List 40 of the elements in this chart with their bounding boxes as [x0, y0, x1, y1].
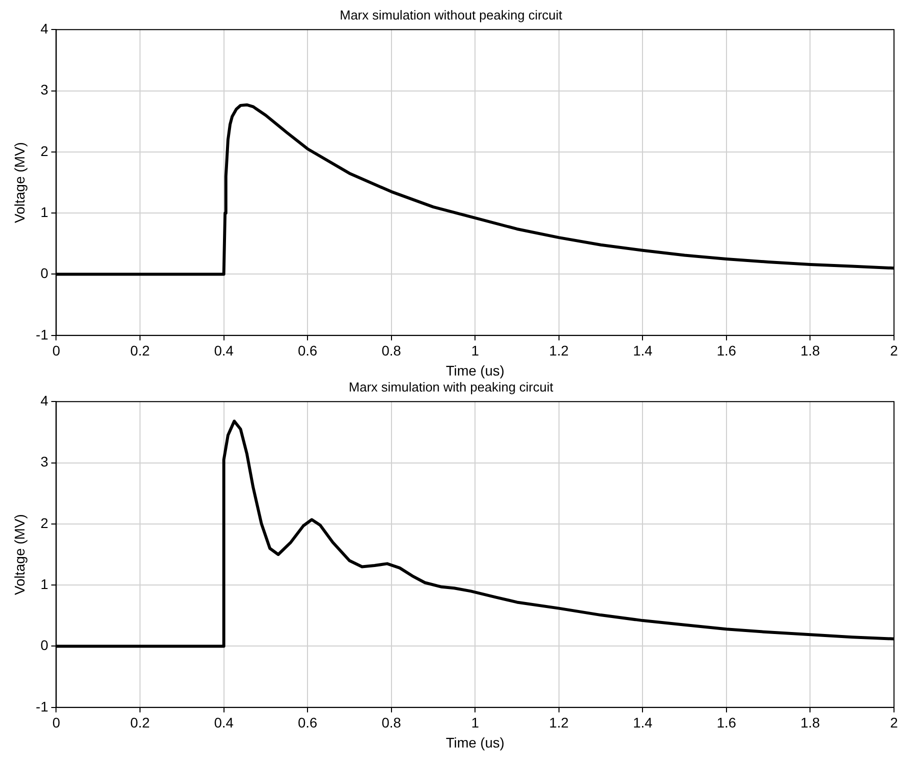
y-tick-label: 2: [40, 142, 48, 159]
x-tick-label: 0.8: [382, 342, 402, 359]
x-tick-label: 2: [890, 342, 898, 359]
x-tick-label: 1.4: [632, 714, 653, 731]
x-tick-label: 0: [52, 714, 60, 731]
x-tick-label: 2: [890, 714, 898, 731]
x-tick-label: 1.2: [549, 342, 569, 359]
y-tick-label: 0: [40, 265, 48, 282]
x-tick-label: 0.6: [298, 342, 318, 359]
y-tick-label: 1: [40, 204, 48, 220]
x-tick-label: 0.8: [382, 714, 402, 731]
y-tick-label: 3: [40, 454, 48, 470]
y-tick-label: 2: [40, 514, 48, 531]
x-tick-label: 0.2: [130, 342, 150, 359]
y-tick-label: -1: [36, 698, 48, 714]
x-axis-title: Time (us): [446, 362, 504, 378]
x-tick-label: 0.4: [214, 342, 234, 359]
x-tick-label: 0: [52, 342, 60, 359]
x-tick-label: 1.8: [800, 342, 820, 359]
chart-title: Marx simulation with peaking circuit: [348, 379, 554, 394]
y-tick-label: -1: [36, 326, 48, 342]
x-axis-title: Time (us): [446, 734, 504, 750]
x-tick-label: 0.4: [214, 714, 234, 731]
y-tick-label: 3: [40, 82, 48, 98]
y-tick-label: 4: [40, 20, 48, 36]
x-tick-label: 1.6: [716, 342, 736, 359]
y-tick-label: 0: [40, 637, 48, 654]
x-tick-label: 1: [471, 714, 480, 731]
y-tick-label: 4: [40, 392, 48, 408]
x-tick-label: 1.8: [800, 714, 820, 731]
y-tick-label: 1: [40, 576, 48, 592]
y-axis-title: Voltage (MV): [11, 514, 28, 595]
x-tick-label: 0.6: [298, 714, 318, 731]
x-tick-label: 1: [471, 342, 480, 359]
x-tick-label: 1.6: [716, 714, 736, 731]
x-tick-label: 1.4: [632, 342, 653, 359]
x-tick-label: 1.2: [549, 714, 569, 731]
x-tick-label: 0.2: [130, 714, 150, 731]
chart-title: Marx simulation without peaking circuit: [340, 7, 563, 22]
y-axis-title: Voltage (MV): [11, 142, 28, 223]
